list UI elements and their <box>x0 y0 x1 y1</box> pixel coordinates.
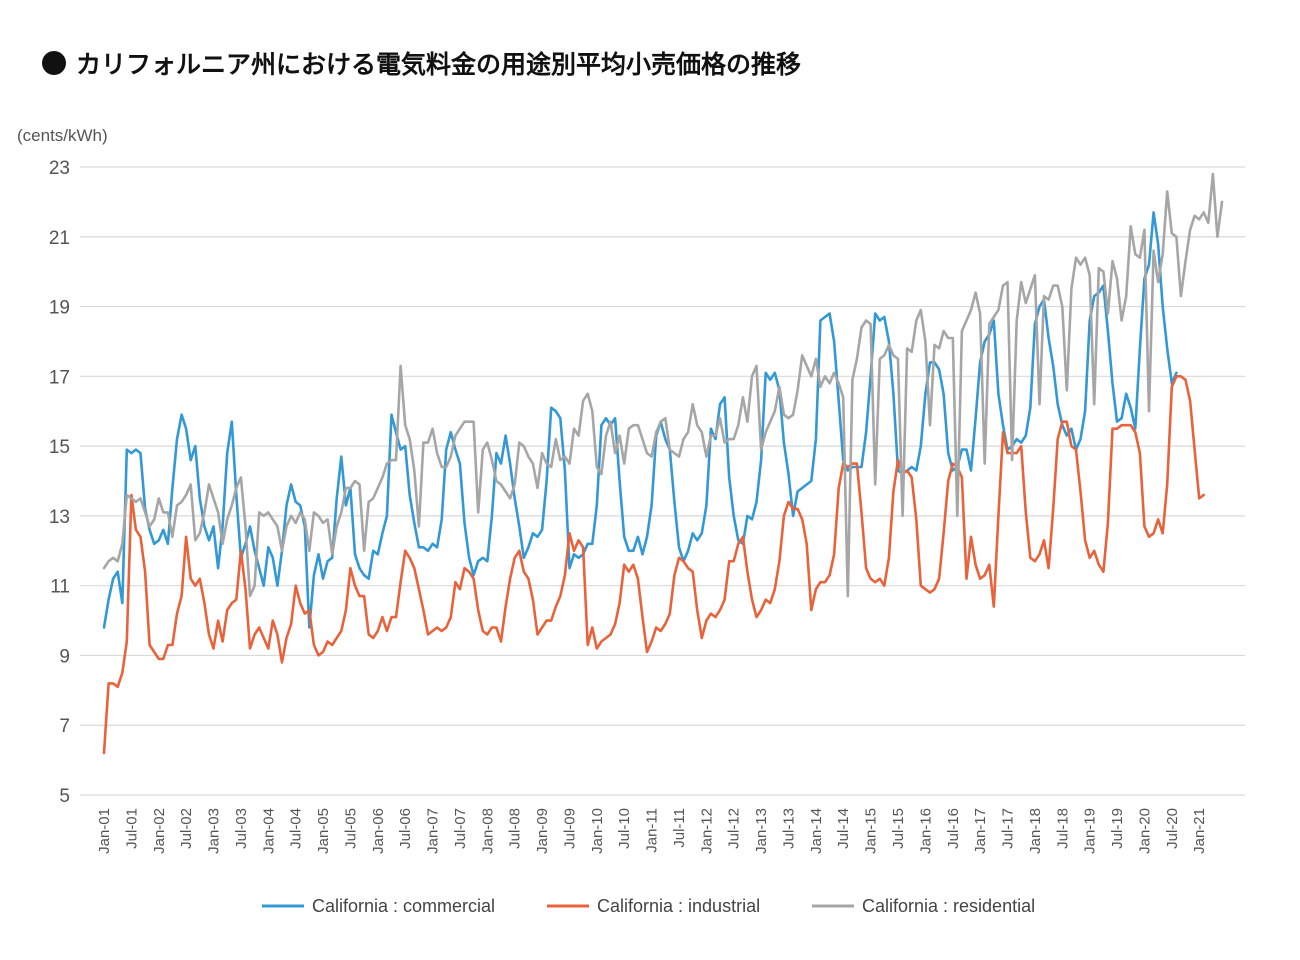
legend-label-3: California : residential <box>862 896 1035 916</box>
x-tick-label: Jan-18 <box>1027 808 1044 854</box>
y-tick-label: 17 <box>49 367 70 388</box>
y-tick-label: 11 <box>50 577 70 598</box>
x-tick-label: Jul-11 <box>671 808 688 848</box>
x-tick-label: Jul-04 <box>288 808 305 849</box>
x-tick-label: Jan-11 <box>644 808 661 853</box>
x-tick-label: Jul-14 <box>835 808 852 849</box>
y-axis-unit-label: (cents/kWh) <box>17 126 108 145</box>
legend-label-1: California : commercial <box>312 896 495 916</box>
gridlines <box>80 166 1245 796</box>
y-tick-label: 7 <box>59 716 70 737</box>
x-tick-label: Jul-01 <box>123 808 140 849</box>
x-tick-label: Jan-10 <box>589 808 606 854</box>
x-tick-label: Jan-20 <box>1136 808 1153 854</box>
x-tick-label: Jul-08 <box>507 808 524 849</box>
x-tick-label: Jul-20 <box>1164 808 1181 849</box>
x-tick-label: Jan-01 <box>96 808 113 854</box>
y-tick-label: 15 <box>49 437 70 458</box>
x-tick-label: Jan-09 <box>534 808 551 854</box>
x-tick-label: Jan-05 <box>315 808 332 854</box>
x-tick-label: Jan-02 <box>151 808 168 854</box>
x-tick-label: Jul-19 <box>1109 808 1126 849</box>
series-line-2 <box>102 374 1205 755</box>
x-tick-label: Jul-09 <box>561 808 578 849</box>
title-bullet-icon <box>42 51 66 75</box>
x-tick-label: Jan-17 <box>972 808 989 854</box>
y-tick-label: 9 <box>59 646 70 667</box>
x-tick-label: Jul-17 <box>1000 808 1017 849</box>
x-tick-label: Jan-13 <box>753 808 770 854</box>
legend-label-2: California : industrial <box>597 896 760 916</box>
x-tick-label: Jan-16 <box>917 808 934 854</box>
x-tick-label: Jan-08 <box>479 808 496 854</box>
series-lines <box>102 172 1224 755</box>
x-axis-tick-labels: Jan-01 Jul-01 Jan-02 Jul-02 Jan-03 Jul-03 Jan-… <box>96 808 1208 854</box>
x-tick-label: Jan-03 <box>206 808 223 854</box>
x-tick-label: Jul-15 <box>890 808 907 849</box>
legend: California : commercial California : indu… <box>262 896 1035 916</box>
x-tick-label: Jul-16 <box>945 808 962 849</box>
y-tick-label: 19 <box>49 298 70 319</box>
series-line-3 <box>102 172 1224 598</box>
x-tick-label: Jul-10 <box>616 808 633 849</box>
y-tick-label: 21 <box>49 228 70 249</box>
x-tick-label: Jan-19 <box>1082 808 1099 854</box>
x-tick-label: Jul-07 <box>452 808 469 849</box>
x-tick-label: Jan-14 <box>808 808 825 854</box>
series-line-1 <box>102 211 1178 629</box>
x-tick-label: Jul-06 <box>397 808 414 849</box>
x-tick-label: Jan-06 <box>370 808 387 854</box>
x-tick-label: Jul-05 <box>342 808 359 849</box>
x-tick-label: Jan-21 <box>1191 808 1208 854</box>
chart-title: カリフォルニア州における電気料金の用途別平均小売価格の推移 <box>76 50 801 79</box>
x-tick-label: Jul-18 <box>1054 808 1071 849</box>
x-tick-label: Jul-12 <box>726 808 743 849</box>
x-tick-label: Jan-07 <box>425 808 442 854</box>
x-tick-label: Jul-02 <box>178 808 195 849</box>
y-tick-label: 5 <box>59 786 70 807</box>
x-tick-label: Jan-12 <box>698 808 715 854</box>
y-tick-label: 23 <box>49 158 70 179</box>
x-tick-label: Jan-04 <box>260 808 277 854</box>
x-tick-label: Jan-15 <box>863 808 880 854</box>
x-tick-label: Jul-13 <box>780 808 797 849</box>
y-tick-label: 13 <box>49 507 70 528</box>
x-tick-label: Jul-03 <box>233 808 250 849</box>
y-axis-tick-labels: 23 21 19 17 15 13 11 9 7 5 <box>49 158 70 807</box>
